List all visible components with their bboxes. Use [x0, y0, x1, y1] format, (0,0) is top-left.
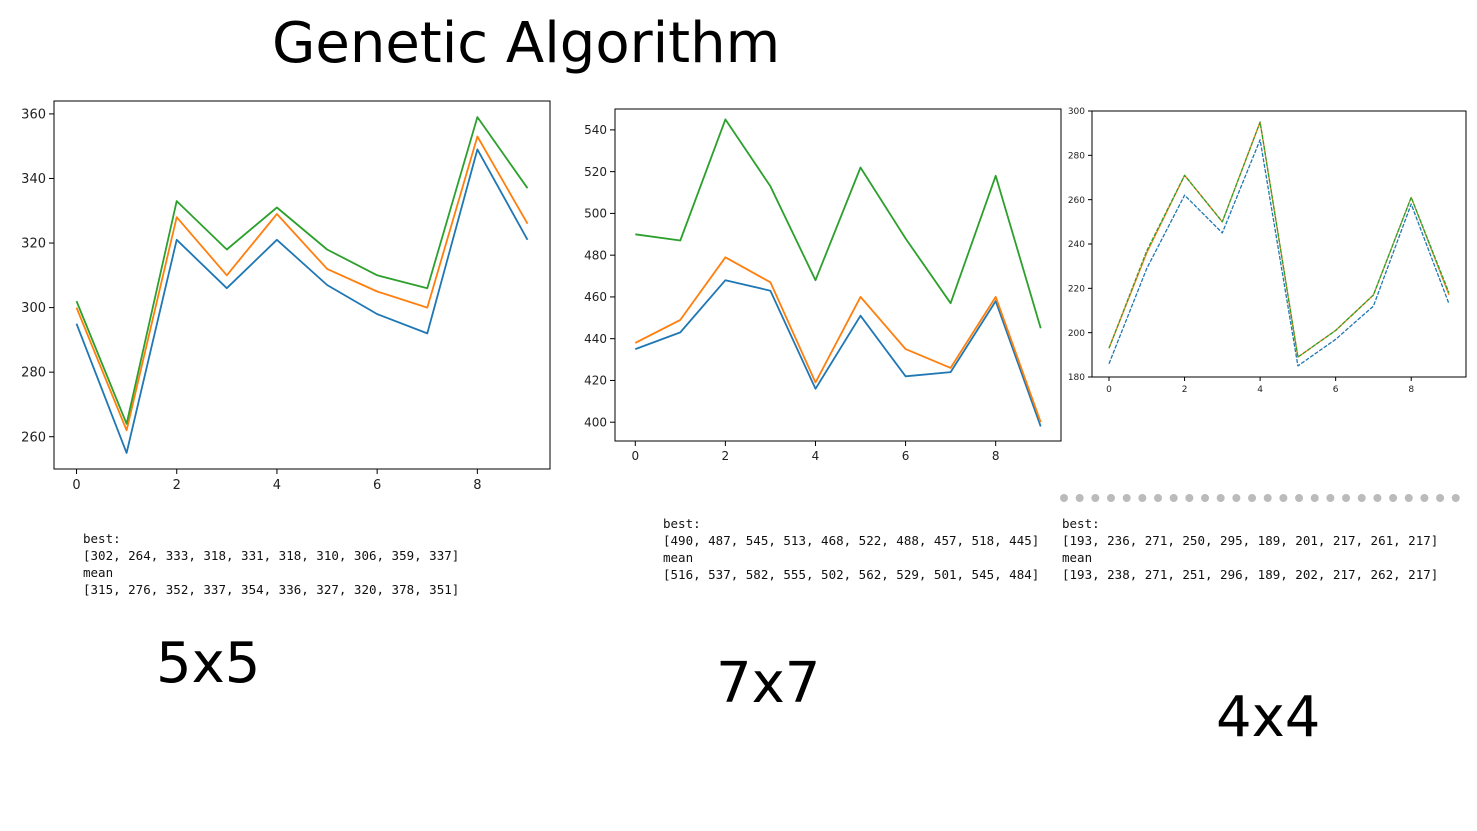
mean-values: [315, 276, 352, 337, 354, 336, 327, 320,…	[83, 582, 460, 597]
x-tick-label: 6	[902, 449, 910, 463]
x-tick-label: 8	[992, 449, 1000, 463]
series-line-3	[75, 116, 529, 425]
size-label-7x7: 7x7	[716, 651, 821, 716]
y-tick-label: 520	[584, 165, 607, 179]
y-tick-label: 240	[1068, 240, 1085, 250]
stats-5x5: best: [302, 264, 333, 318, 331, 318, 310,…	[83, 530, 459, 598]
x-tick-label: 0	[72, 478, 80, 493]
mean-label: mean	[663, 550, 694, 565]
series-line-3	[635, 118, 1042, 329]
y-tick-label: 540	[584, 123, 607, 137]
y-tick-label: 340	[21, 172, 46, 187]
best-values: [193, 236, 271, 250, 295, 189, 201, 217,…	[1062, 533, 1439, 548]
y-tick-label: 320	[21, 237, 46, 252]
y-tick-label: 260	[21, 430, 46, 445]
series-line-1	[75, 148, 529, 454]
y-tick-label: 300	[21, 301, 46, 316]
x-tick-label: 4	[812, 449, 820, 463]
y-tick-label: 360	[21, 107, 46, 122]
size-label-4x4: 4x4	[1216, 685, 1321, 750]
axes-frame	[614, 108, 1062, 442]
y-tick-label: 280	[21, 366, 46, 381]
x-tick-label: 0	[631, 449, 639, 463]
series-line-2	[75, 135, 529, 432]
mean-label: mean	[83, 565, 114, 580]
series-line-2	[634, 256, 1042, 423]
x-tick-label: 8	[473, 478, 481, 493]
x-tick-label: 2	[722, 449, 730, 463]
stats-7x7: best: [490, 487, 545, 513, 468, 522, 488,…	[663, 515, 1039, 583]
y-tick-label: 180	[1068, 373, 1085, 383]
x-tick-label: 2	[1182, 385, 1188, 395]
y-tick-label: 440	[584, 332, 607, 346]
y-tick-label: 400	[584, 415, 607, 429]
x-tick-label: 4	[1257, 385, 1263, 395]
cropped-text-line	[1060, 492, 1460, 506]
mean-label: mean	[1062, 550, 1093, 565]
y-tick-label: 220	[1068, 284, 1085, 294]
best-label: best:	[1062, 516, 1100, 531]
series-line-3	[1108, 121, 1450, 358]
mean-values: [516, 537, 582, 555, 502, 562, 529, 501,…	[663, 567, 1040, 582]
y-tick-label: 280	[1068, 151, 1085, 161]
chart-7x7: 0 2 4 6 8 400 420 440 460 480 500 520 540	[584, 108, 1062, 463]
axes-frame	[53, 100, 551, 470]
axes-frame	[1091, 110, 1467, 378]
y-tick-label: 460	[584, 290, 607, 304]
chart-4x4: 0 2 4 6 8 180 200 220 240 260 280 300	[1068, 107, 1467, 395]
best-values: [490, 487, 545, 513, 468, 522, 488, 457,…	[663, 533, 1040, 548]
y-tick-label: 300	[1068, 107, 1085, 117]
size-label-5x5: 5x5	[156, 631, 261, 696]
series-line-1	[1108, 139, 1450, 367]
best-label: best:	[663, 516, 701, 531]
page-title: Genetic Algorithm	[272, 11, 781, 76]
y-tick-label: 420	[584, 374, 607, 388]
best-values: [302, 264, 333, 318, 331, 318, 310, 306,…	[83, 548, 460, 563]
best-label: best:	[83, 531, 121, 546]
x-tick-label: 6	[1333, 385, 1339, 395]
x-tick-label: 6	[373, 478, 381, 493]
x-tick-label: 4	[273, 478, 281, 493]
chart-5x5: 0 2 4 6 8 260 280 300 320 340 360	[21, 100, 551, 493]
x-tick-label: 8	[1408, 385, 1414, 395]
y-tick-label: 480	[584, 248, 607, 262]
stats-4x4: best: [193, 236, 271, 250, 295, 189, 201,…	[1062, 515, 1438, 583]
y-tick-label: 500	[584, 207, 607, 221]
mean-values: [193, 238, 271, 251, 296, 189, 202, 217,…	[1062, 567, 1439, 582]
x-tick-label: 2	[173, 478, 181, 493]
x-tick-label: 0	[1106, 385, 1112, 395]
y-tick-label: 200	[1068, 329, 1085, 339]
y-tick-label: 260	[1068, 196, 1085, 206]
series-line-1	[634, 279, 1042, 427]
